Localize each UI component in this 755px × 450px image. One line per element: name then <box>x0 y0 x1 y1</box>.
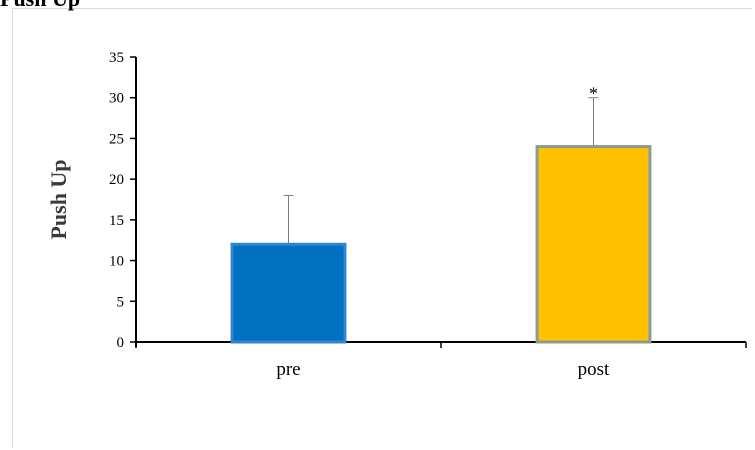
chart-frame <box>12 8 752 448</box>
x-category-label-post: post <box>578 359 610 380</box>
significance-marker-post: * <box>589 84 598 104</box>
y-tick-label-2: 10 <box>109 254 124 270</box>
y-tick-label-1: 5 <box>117 294 125 310</box>
y-axis-title: Push Up <box>46 159 71 239</box>
y-tick-label-0: 0 <box>117 335 125 351</box>
y-tick-label-3: 15 <box>109 213 124 229</box>
bar-pre <box>230 242 347 344</box>
y-tick-label-6: 30 <box>109 91 124 107</box>
y-tick-label-5: 25 <box>109 131 124 147</box>
y-tick-label-4: 20 <box>109 172 124 188</box>
x-category-label-pre: pre <box>276 359 300 380</box>
bar-post <box>535 145 652 344</box>
y-tick-label-7: 35 <box>109 50 124 66</box>
chart-title: Push Up <box>0 0 80 12</box>
